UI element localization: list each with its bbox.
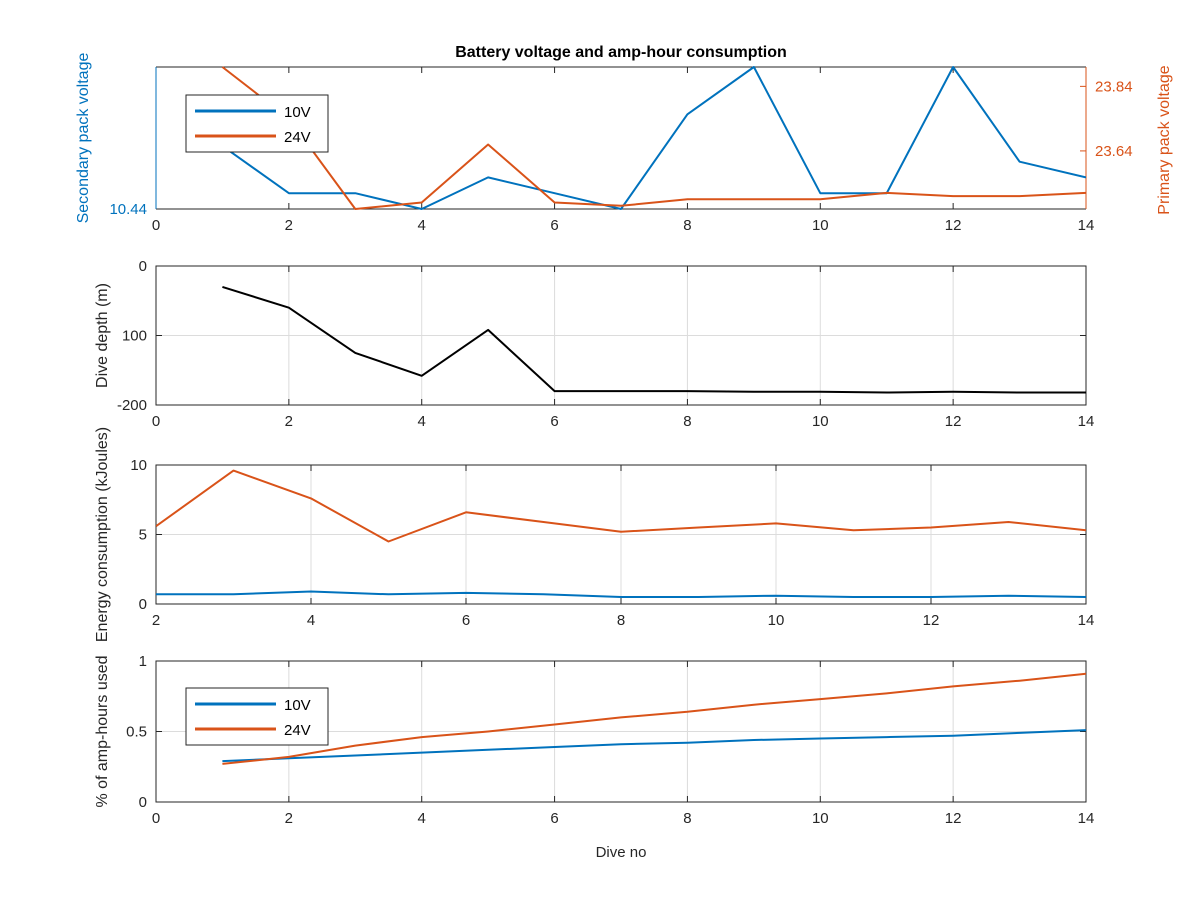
legend-label: 24V [284,129,311,146]
x-tick-label: 2 [285,217,293,234]
y-axis-label: Dive depth (m) [94,283,111,388]
y-axis-label: % of amp-hours used [94,655,111,807]
x-tick-label: 2 [285,413,293,430]
x-tick-label: 14 [1078,810,1095,827]
x-tick-label: 0 [152,217,160,234]
x-tick-label: 10 [812,217,829,234]
x-tick-label: 0 [152,810,160,827]
series-line-24v [221,66,1086,210]
y-right-tick-label: 23.64 [1095,143,1133,160]
y-tick-label: 0 [139,596,147,613]
x-tick-label: 6 [550,810,558,827]
series-line-10v [222,729,1086,763]
x-tick-label: 2 [285,810,293,827]
y-tick-label: 1 [139,653,147,670]
legend-box [185,94,329,153]
panel-depth: 0 2 4 6 8 10 12 14 0 100 -200 Dive depth (m) [94,258,1094,430]
x-tick-label: 14 [1078,413,1095,430]
x-tick-label: 10 [812,810,829,827]
y-tick-label: 100 [122,328,147,345]
y-tick-label: -200 [117,397,147,414]
x-tick-label: 4 [418,810,426,827]
x-tick-label: 8 [683,810,691,827]
panel-voltage: 0 2 4 6 8 10 12 14 10.44 23.64 23.84 Secondary pack… [75,53,1173,234]
x-tick-label: 12 [923,612,940,629]
x-tick-label: 12 [945,413,962,430]
series-line-depth-0 [222,285,1086,394]
panel-energy: 2 4 6 8 10 12 14 0 5 10 Energy consumption (kJoule… [94,427,1094,642]
x-tick-label: 10 [768,612,785,629]
x-tick-label: 10 [812,413,829,430]
y-right-axis-label: Primary pack voltage [1156,65,1173,214]
x-axis-label: Dive no [596,844,647,861]
x-tick-label: 2 [152,612,160,629]
x-tick-label: 14 [1078,217,1095,234]
x-tick-label: 0 [152,413,160,430]
x-tick-label: 8 [683,217,691,234]
legend-label: 24V [284,722,311,739]
x-tick-label: 6 [462,612,470,629]
series-line-energy-1 [156,590,1086,598]
legend-label: 10V [284,104,311,121]
y-axis-label: Secondary pack voltage [75,53,92,224]
x-tick-label: 4 [307,612,315,629]
y-right-tick-label: 23.84 [1095,78,1133,95]
x-tick-label: 6 [550,413,558,430]
series-line-24v [222,672,1086,765]
series-line-10v [221,66,1086,210]
x-tick-label: 8 [617,612,625,629]
y-tick-label: 0 [139,794,147,811]
y-axis-label: Energy consumption (kJoules) [94,427,111,642]
y-tick-label: 5 [139,527,147,544]
x-tick-label: 12 [945,810,962,827]
y-tick-label: 0.5 [126,724,147,741]
x-tick-label: 6 [550,217,558,234]
x-tick-label: 4 [418,413,426,430]
x-tick-label: 14 [1078,612,1095,629]
y-tick-label: 0 [139,258,147,275]
axes-frame [155,660,1087,803]
legend-label: 10V [284,697,311,714]
x-tick-label: 4 [418,217,426,234]
chart-title: Battery voltage and amp-hour consumption [455,44,787,61]
series-line-energy-0 [156,469,1086,543]
axes-frame [155,464,1087,605]
axes-frame [155,265,1087,406]
legend-box [185,687,329,746]
x-tick-label: 8 [683,413,691,430]
y-tick-label: 10.44 [109,201,147,218]
x-tick-label: 12 [945,217,962,234]
y-tick-label: 10 [130,457,147,474]
